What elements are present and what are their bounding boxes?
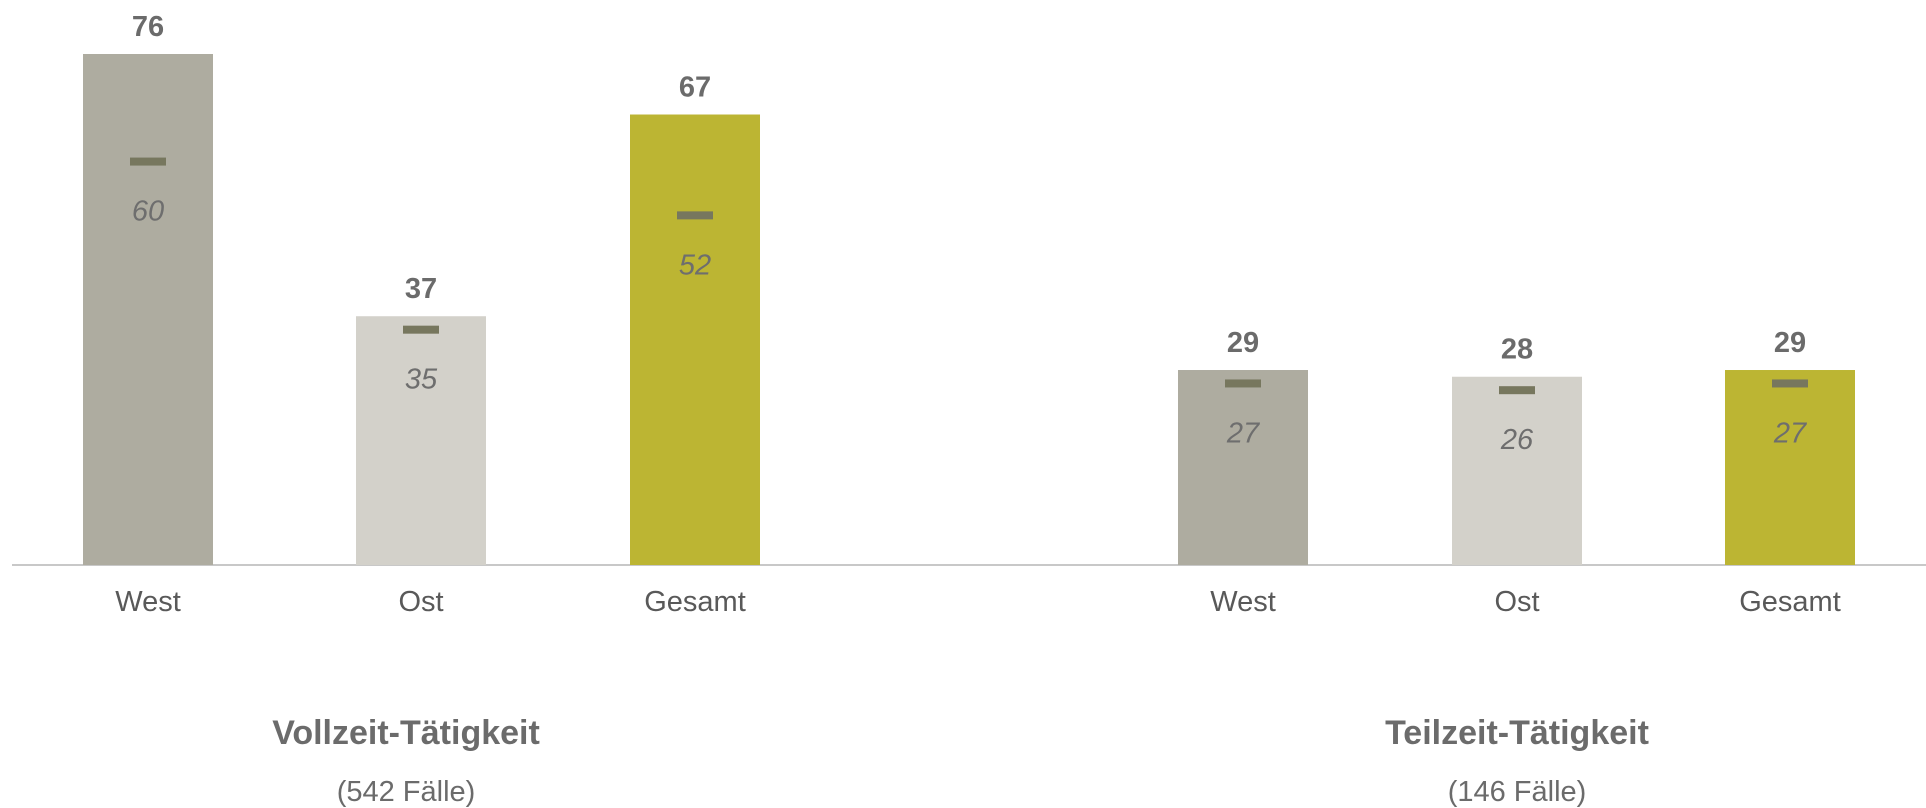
group-subtitle: (542 Fälle) (337, 776, 476, 808)
bar-value-label: 76 (132, 11, 164, 43)
bar (356, 316, 486, 565)
marker-value-label: 26 (1500, 424, 1534, 456)
marker-tick (677, 211, 713, 220)
x-tick-label: West (115, 586, 181, 618)
marker-tick (1499, 386, 1535, 395)
x-tick-label: Gesamt (1739, 586, 1841, 618)
bar (83, 54, 213, 565)
group-title: Vollzeit-Tätigkeit (272, 714, 540, 752)
marker-value-label: 60 (132, 196, 164, 228)
bar (1178, 370, 1308, 565)
x-tick-label: Ost (398, 586, 443, 618)
marker-tick (130, 157, 166, 166)
marker-value-label: 27 (1773, 417, 1808, 449)
bar-value-label: 29 (1774, 327, 1806, 359)
group-title: Teilzeit-Tätigkeit (1385, 714, 1649, 752)
marker-tick (1772, 379, 1808, 388)
bar-group: 76 60 West 37 35 Ost 67 52 Gesamt (83, 11, 760, 618)
bar (1452, 376, 1582, 565)
x-tick-label: Ost (1494, 586, 1539, 618)
x-tick-label: Gesamt (644, 586, 746, 618)
group-subtitle: (146 Fälle) (1448, 776, 1587, 808)
x-tick-label: West (1210, 586, 1276, 618)
bar-value-label: 29 (1227, 327, 1259, 359)
bar-value-label: 28 (1501, 334, 1533, 366)
marker-tick (1225, 379, 1261, 388)
bar (1725, 370, 1855, 565)
marker-value-label: 27 (1226, 417, 1261, 449)
marker-value-label: 35 (405, 364, 438, 396)
bar (630, 114, 760, 566)
bar-value-label: 37 (405, 273, 437, 305)
marker-value-label: 52 (679, 249, 711, 281)
bar-value-label: 67 (679, 72, 711, 104)
marker-tick (403, 325, 439, 334)
bar-group: 29 27 West 28 26 Ost 29 27 Gesamt (1178, 327, 1855, 618)
